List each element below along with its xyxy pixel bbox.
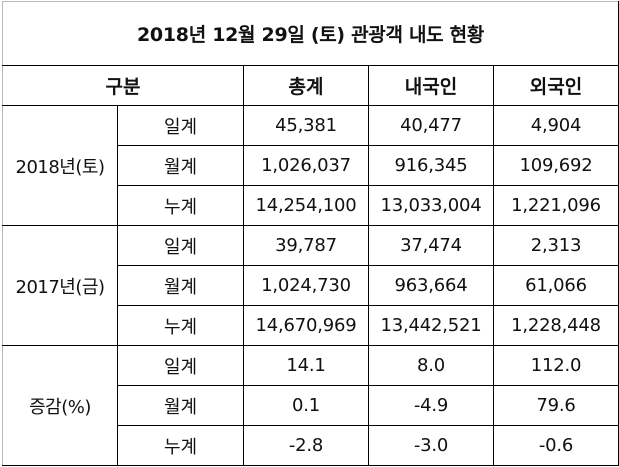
cell-domestic: 37,474 (368, 225, 494, 266)
table-row: 누계 14,254,100 13,033,004 1,221,096 (3, 185, 619, 226)
cell-foreign: 1,228,448 (492, 305, 619, 346)
metric-label-daily: 일계 (117, 225, 244, 266)
cell-total: 39,787 (243, 225, 369, 266)
group-label-change-percent: 증감(%) (2, 345, 118, 466)
group-label-2017: 2017년(금) (2, 225, 118, 346)
table-row: 증감(%) 일계 14.1 8.0 112.0 (2, 345, 619, 466)
table-row: 누계 14,670,969 13,442,521 1,228,448 (3, 305, 619, 346)
cell-total: 14.1 (243, 345, 369, 386)
group-label-2018: 2018년(토) (2, 105, 118, 226)
cell-domestic: 40,477 (368, 105, 494, 146)
metric-label-cumulative: 누계 (117, 185, 244, 226)
table-row: 월계 0.1 -4.9 79.6 (3, 385, 619, 426)
header-total: 총계 (243, 65, 369, 106)
cell-total: 14,670,969 (243, 305, 369, 346)
cell-foreign: 1,221,096 (492, 185, 619, 226)
cell-domestic: 8.0 (368, 345, 494, 386)
table-row: 월계 1,026,037 916,345 109,692 (3, 145, 619, 186)
cell-foreign: 112.0 (492, 345, 619, 386)
metric-label-daily: 일계 (117, 345, 244, 386)
header-domestic: 내국인 (368, 65, 494, 106)
cell-domestic: 963,664 (368, 265, 494, 306)
cell-total: 1,026,037 (243, 145, 369, 186)
cell-domestic: -3.0 (368, 425, 494, 466)
table-row: 누계 -2.8 -3.0 -0.6 (3, 425, 619, 466)
cell-total: 1,024,730 (243, 265, 369, 306)
metric-label-cumulative: 누계 (117, 305, 244, 346)
cell-domestic: 13,442,521 (368, 305, 494, 346)
cell-total: 45,381 (243, 105, 369, 146)
cell-foreign: 109,692 (492, 145, 619, 186)
cell-foreign: 4,904 (492, 105, 619, 146)
cell-total: 0.1 (243, 385, 369, 426)
metric-label-cumulative: 누계 (117, 425, 244, 466)
table-row: 월계 1,024,730 963,664 61,066 (3, 265, 619, 306)
metric-label-daily: 일계 (117, 105, 244, 146)
cell-domestic: 13,033,004 (368, 185, 494, 226)
header-category: 구분 (2, 65, 244, 106)
table-row: 2018년(토) 일계 45,381 40,477 4,904 (2, 105, 619, 226)
table-row: 2017년(금) 일계 39,787 37,474 2,313 (2, 225, 619, 346)
cell-domestic: 916,345 (368, 145, 494, 186)
metric-label-monthly: 월계 (117, 265, 244, 306)
cell-foreign: 79.6 (492, 385, 619, 426)
title-row: 2018년 12월 29일 (토) 관광객 내도 현황 (1, 1, 619, 66)
cell-total: -2.8 (243, 425, 369, 466)
header-foreign: 외국인 (492, 65, 619, 106)
header-row: 구분 총계 내국인 외국인 (2, 65, 619, 106)
metric-label-monthly: 월계 (117, 145, 244, 186)
table-title: 2018년 12월 29일 (토) 관광객 내도 현황 (1, 1, 619, 66)
cell-domestic: -4.9 (368, 385, 494, 426)
cell-foreign: 61,066 (492, 265, 619, 306)
cell-foreign: -0.6 (492, 425, 619, 466)
cell-total: 14,254,100 (243, 185, 369, 226)
metric-label-monthly: 월계 (117, 385, 244, 426)
cell-foreign: 2,313 (492, 225, 619, 266)
